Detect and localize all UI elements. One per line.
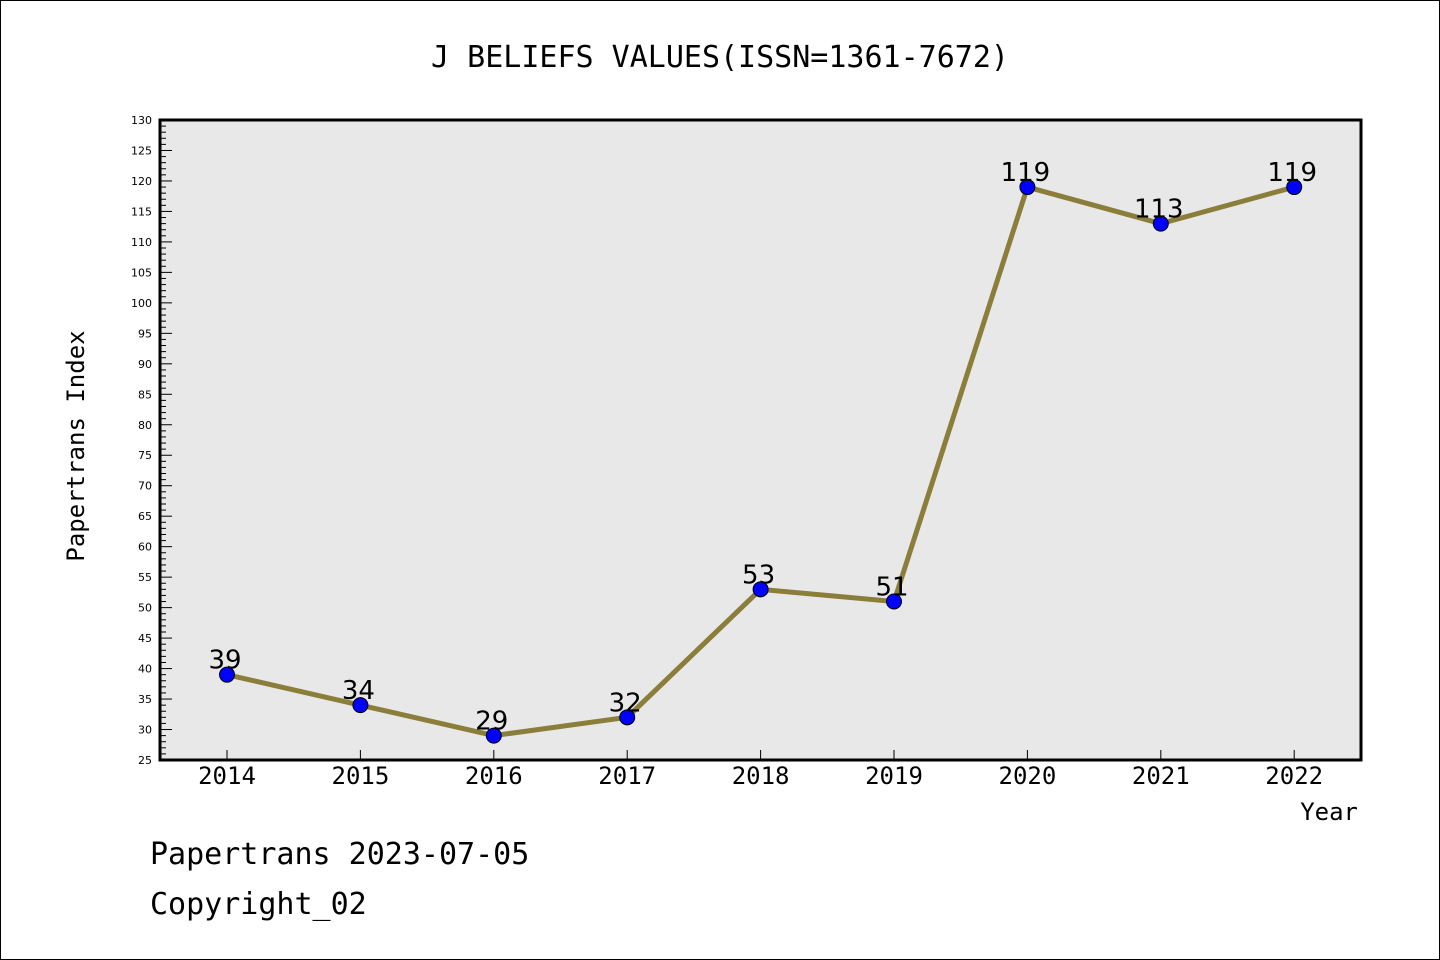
data-point (352, 697, 369, 714)
series-line-group (219, 179, 1303, 744)
data-label: 29 (475, 707, 508, 737)
x-tick-label: 2022 (1265, 762, 1323, 790)
y-tick-label: 105 (131, 266, 152, 279)
footer-date: Papertrans 2023-07-05 (150, 837, 529, 872)
y-tick-label: 50 (138, 602, 152, 615)
y-tick-label: 100 (131, 297, 152, 310)
y-tick-label: 70 (138, 480, 152, 493)
x-tick-label: 2020 (999, 762, 1057, 790)
x-tick-label: 2017 (598, 762, 656, 790)
y-tick-label: 75 (138, 449, 152, 462)
y-tick-label: 85 (138, 388, 152, 401)
data-label: 39 (208, 646, 241, 676)
y-tick-label: 90 (138, 358, 152, 371)
chart-title: J BELIEFS VALUES(ISSN=1361-7672) (431, 40, 1009, 75)
x-tick-label: 2019 (865, 762, 923, 790)
y-tick-label: 45 (138, 632, 152, 645)
x-tick-label: 2014 (198, 762, 256, 790)
footer-copyright: Copyright_02 (150, 887, 367, 922)
y-axis: 25 30 35 40 45 50 55 60 65 70 75 80 85 90 95 100 105 110 1… (131, 114, 172, 767)
y-tick-label: 95 (138, 327, 152, 340)
y-tick-label: 120 (131, 175, 152, 188)
y-tick-label: 60 (138, 541, 152, 554)
y-tick-label: 40 (138, 663, 152, 676)
y-tick-label: 35 (138, 693, 152, 706)
y-tick-label: 65 (138, 510, 152, 523)
data-labels-group: 39 34 29 32 53 51 119 113 119 (208, 158, 1317, 737)
data-label: 32 (609, 688, 642, 718)
y-axis-label: Papertrans Index (62, 330, 90, 561)
x-tick-label: 2018 (732, 762, 790, 790)
data-point (1286, 179, 1303, 196)
data-label: 113 (1134, 195, 1184, 225)
y-tick-label: 55 (138, 571, 152, 584)
x-tick-label: 2021 (1132, 762, 1190, 790)
data-label: 53 (742, 560, 775, 590)
x-tick-label: 2016 (465, 762, 523, 790)
y-tick-label: 25 (138, 754, 152, 767)
data-point (886, 593, 902, 610)
data-label: 34 (342, 676, 375, 706)
x-axis: 2014 2015 2016 2017 2018 2019 2020 2021 2022 (198, 750, 1323, 790)
data-label: 119 (1267, 158, 1317, 188)
y-tick-label: 130 (131, 114, 152, 127)
x-axis-label: Year (1300, 798, 1358, 826)
data-point (485, 727, 502, 744)
y-tick-label: 115 (131, 205, 152, 218)
data-point (752, 581, 769, 598)
data-point (1019, 179, 1036, 196)
x-tick-label: 2015 (332, 762, 390, 790)
y-tick-label: 125 (131, 144, 152, 157)
y-tick-label: 30 (138, 724, 152, 737)
data-point (1152, 215, 1169, 232)
y-tick-label: 80 (138, 419, 152, 432)
y-tick-label: 110 (131, 236, 152, 249)
data-point (619, 709, 636, 726)
data-label: 119 (1001, 158, 1051, 188)
data-label: 51 (875, 573, 908, 603)
data-point (219, 666, 235, 683)
